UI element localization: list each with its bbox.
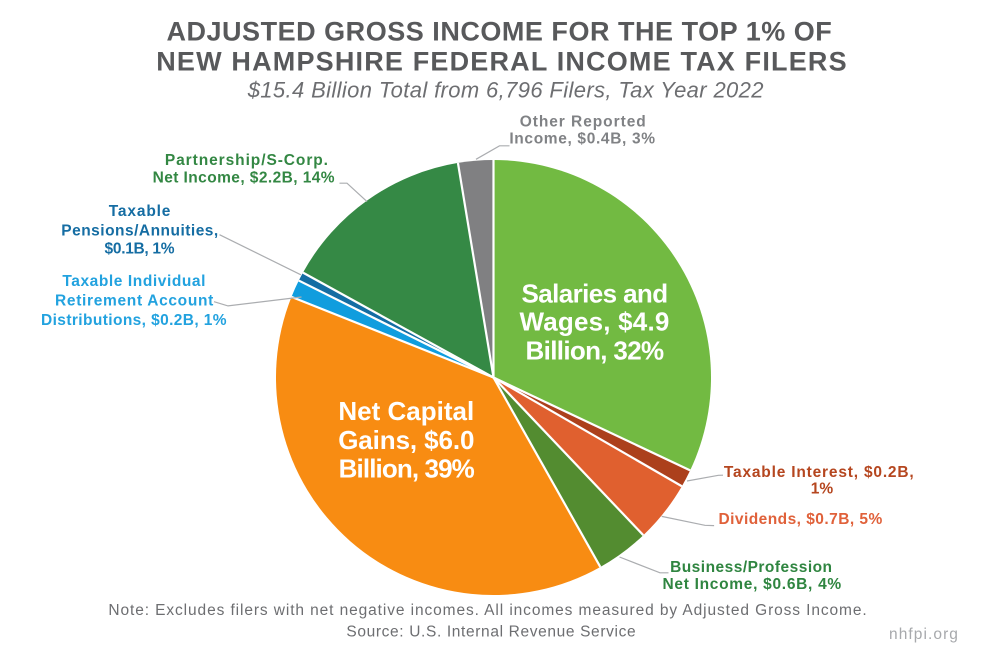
svg-text:Taxable Individual: Taxable Individual xyxy=(62,273,206,290)
svg-text:Dividends, $0.7B, 5%: Dividends, $0.7B, 5% xyxy=(718,511,882,528)
svg-text:ADJUSTED GROSS INCOME FOR THE: ADJUSTED GROSS INCOME FOR THE TOP 1% OF xyxy=(166,16,832,46)
svg-text:Gains, $6.0: Gains, $6.0 xyxy=(338,425,474,455)
svg-text:Note: Excludes filers with net: Note: Excludes filers with net negative … xyxy=(108,602,867,619)
svg-text:1%: 1% xyxy=(811,480,834,497)
svg-text:Taxable Interest, $0.2B,: Taxable Interest, $0.2B, xyxy=(724,464,915,481)
svg-text:Partnership/S-Corp.: Partnership/S-Corp. xyxy=(165,152,329,169)
svg-text:Net Income, $2.2B, 14%: Net Income, $2.2B, 14% xyxy=(153,169,335,186)
svg-text:Billion, 39%: Billion, 39% xyxy=(339,453,475,483)
svg-text:Net Capital: Net Capital xyxy=(338,396,474,426)
svg-text:$0.1B, 1%: $0.1B, 1% xyxy=(105,241,175,258)
svg-text:Wages, $4.9: Wages, $4.9 xyxy=(519,307,669,337)
svg-text:NEW HAMPSHIRE FEDERAL INCOME T: NEW HAMPSHIRE FEDERAL INCOME TAX FILERS xyxy=(156,47,848,77)
svg-text:Salaries and: Salaries and xyxy=(522,279,668,309)
svg-text:Retirement Account: Retirement Account xyxy=(55,292,214,309)
svg-text:Business/Profession: Business/Profession xyxy=(670,559,832,576)
svg-text:$15.4 Billion Total from 6,796: $15.4 Billion Total from 6,796 Filers, T… xyxy=(247,77,764,102)
svg-text:Net Income, $0.6B, 4%: Net Income, $0.6B, 4% xyxy=(662,576,841,593)
svg-text:Income, $0.4B, 3%: Income, $0.4B, 3% xyxy=(509,130,655,147)
svg-text:Other Reported: Other Reported xyxy=(520,114,647,131)
svg-text:Taxable: Taxable xyxy=(109,203,172,220)
svg-text:nhfpi.org: nhfpi.org xyxy=(889,626,959,643)
svg-text:Billion, 32%: Billion, 32% xyxy=(526,336,664,366)
svg-text:Pensions/Annuities,: Pensions/Annuities, xyxy=(61,222,218,239)
svg-text:Distributions, $0.2B, 1%: Distributions, $0.2B, 1% xyxy=(41,312,227,329)
svg-text:Source: U.S. Internal Revenue: Source: U.S. Internal Revenue Service xyxy=(346,623,636,640)
